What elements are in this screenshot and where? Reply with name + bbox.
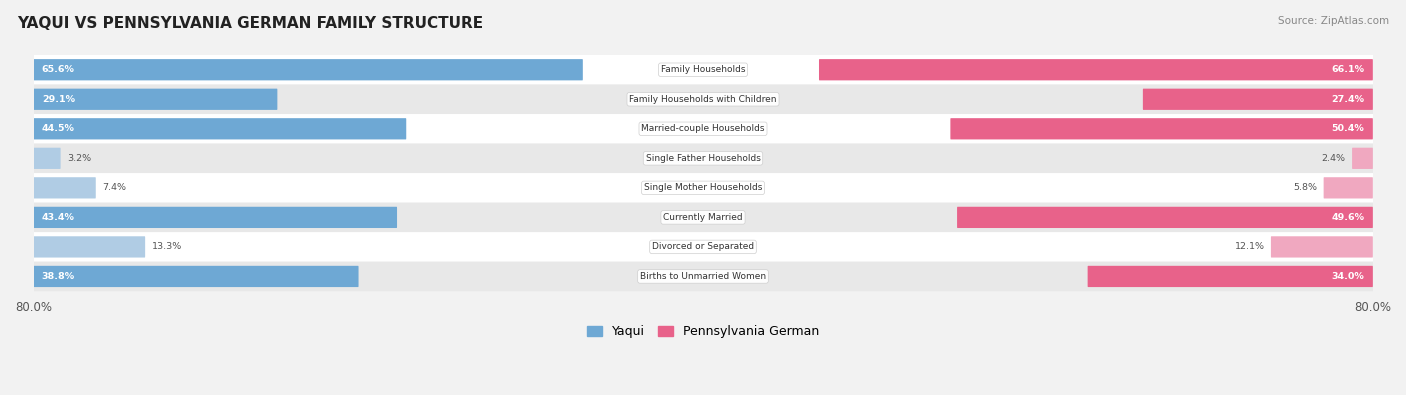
- FancyBboxPatch shape: [25, 114, 1381, 143]
- Text: 34.0%: 34.0%: [1331, 272, 1364, 281]
- Text: Family Households with Children: Family Households with Children: [630, 95, 776, 104]
- Text: 12.1%: 12.1%: [1234, 243, 1264, 251]
- FancyBboxPatch shape: [34, 118, 406, 139]
- Text: 27.4%: 27.4%: [1331, 95, 1364, 104]
- FancyBboxPatch shape: [34, 59, 583, 80]
- FancyBboxPatch shape: [34, 207, 396, 228]
- FancyBboxPatch shape: [25, 55, 1381, 85]
- Text: 65.6%: 65.6%: [42, 65, 75, 74]
- FancyBboxPatch shape: [818, 59, 1372, 80]
- Text: 43.4%: 43.4%: [42, 213, 75, 222]
- Text: Family Households: Family Households: [661, 65, 745, 74]
- FancyBboxPatch shape: [25, 173, 1381, 203]
- Text: 29.1%: 29.1%: [42, 95, 75, 104]
- FancyBboxPatch shape: [34, 266, 359, 287]
- FancyBboxPatch shape: [25, 261, 1381, 291]
- Text: 7.4%: 7.4%: [103, 183, 127, 192]
- Text: 5.8%: 5.8%: [1294, 183, 1317, 192]
- Text: Single Mother Households: Single Mother Households: [644, 183, 762, 192]
- FancyBboxPatch shape: [25, 85, 1381, 114]
- Legend: Yaqui, Pennsylvania German: Yaqui, Pennsylvania German: [582, 320, 824, 343]
- FancyBboxPatch shape: [34, 177, 96, 199]
- Text: 2.4%: 2.4%: [1322, 154, 1346, 163]
- Text: 66.1%: 66.1%: [1331, 65, 1364, 74]
- Text: Source: ZipAtlas.com: Source: ZipAtlas.com: [1278, 16, 1389, 26]
- Text: YAQUI VS PENNSYLVANIA GERMAN FAMILY STRUCTURE: YAQUI VS PENNSYLVANIA GERMAN FAMILY STRU…: [17, 16, 484, 31]
- FancyBboxPatch shape: [34, 148, 60, 169]
- FancyBboxPatch shape: [1271, 236, 1372, 258]
- Text: 50.4%: 50.4%: [1331, 124, 1364, 133]
- FancyBboxPatch shape: [1143, 88, 1372, 110]
- FancyBboxPatch shape: [950, 118, 1372, 139]
- FancyBboxPatch shape: [1088, 266, 1372, 287]
- Text: Currently Married: Currently Married: [664, 213, 742, 222]
- FancyBboxPatch shape: [1353, 148, 1372, 169]
- FancyBboxPatch shape: [25, 232, 1381, 261]
- Text: Single Father Households: Single Father Households: [645, 154, 761, 163]
- Text: Divorced or Separated: Divorced or Separated: [652, 243, 754, 251]
- Text: Births to Unmarried Women: Births to Unmarried Women: [640, 272, 766, 281]
- FancyBboxPatch shape: [957, 207, 1372, 228]
- FancyBboxPatch shape: [25, 203, 1381, 232]
- FancyBboxPatch shape: [34, 88, 277, 110]
- FancyBboxPatch shape: [1323, 177, 1372, 199]
- FancyBboxPatch shape: [25, 143, 1381, 173]
- Text: 13.3%: 13.3%: [152, 243, 181, 251]
- Text: Married-couple Households: Married-couple Households: [641, 124, 765, 133]
- Text: 38.8%: 38.8%: [42, 272, 75, 281]
- Text: 44.5%: 44.5%: [42, 124, 75, 133]
- Text: 49.6%: 49.6%: [1331, 213, 1364, 222]
- FancyBboxPatch shape: [34, 236, 145, 258]
- Text: 3.2%: 3.2%: [67, 154, 91, 163]
